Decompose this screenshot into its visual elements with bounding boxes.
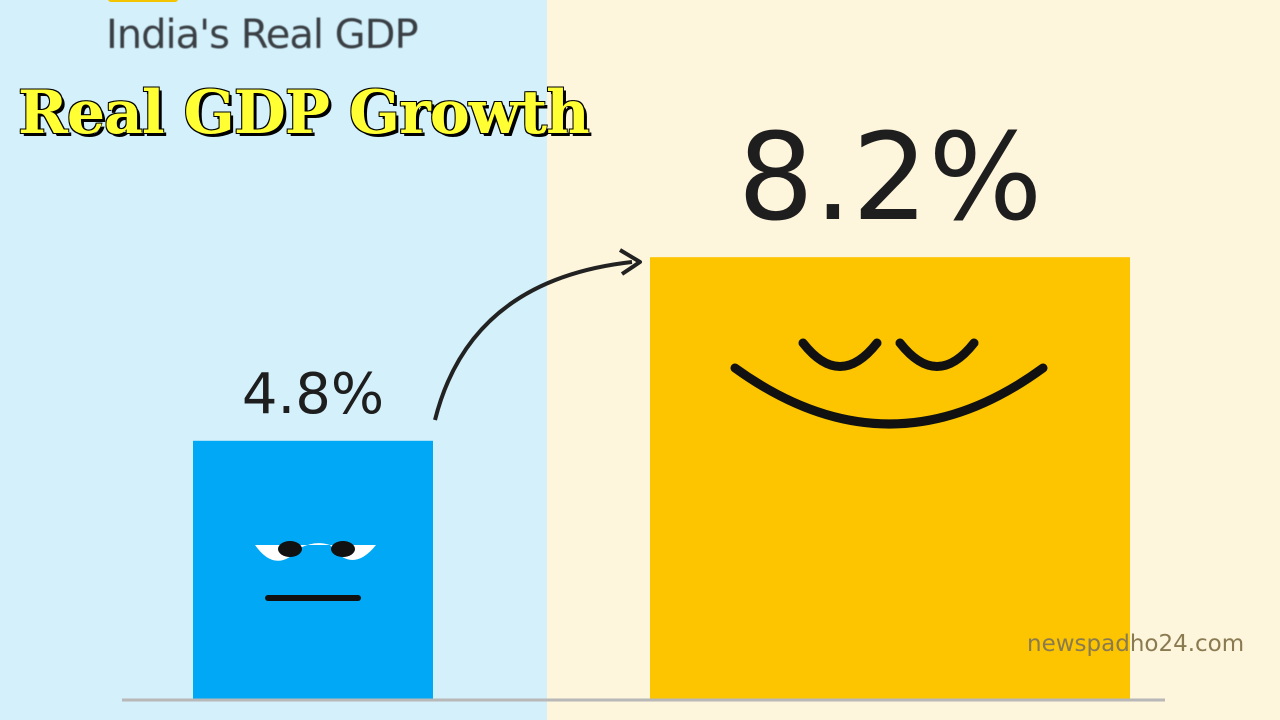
overlay-title: Real GDP Growth bbox=[18, 78, 590, 148]
growth-arrow bbox=[433, 260, 633, 421]
smile-icon bbox=[730, 363, 1048, 429]
bar bbox=[193, 440, 433, 700]
chart-subtitle: India's Real GDP bbox=[106, 12, 419, 58]
arrowhead-icon bbox=[618, 248, 642, 276]
closed-eye-icon bbox=[798, 338, 882, 371]
data-label: 4.8% bbox=[242, 362, 384, 427]
closed-eye-icon bbox=[895, 338, 979, 371]
watermark: newspadho24.com bbox=[1027, 631, 1245, 657]
logo-bar bbox=[108, 0, 178, 2]
eye-pupil-icon bbox=[331, 541, 355, 557]
bar bbox=[650, 257, 1130, 700]
eye-pupil-icon bbox=[278, 541, 302, 557]
data-label: 8.2% bbox=[738, 109, 1043, 248]
